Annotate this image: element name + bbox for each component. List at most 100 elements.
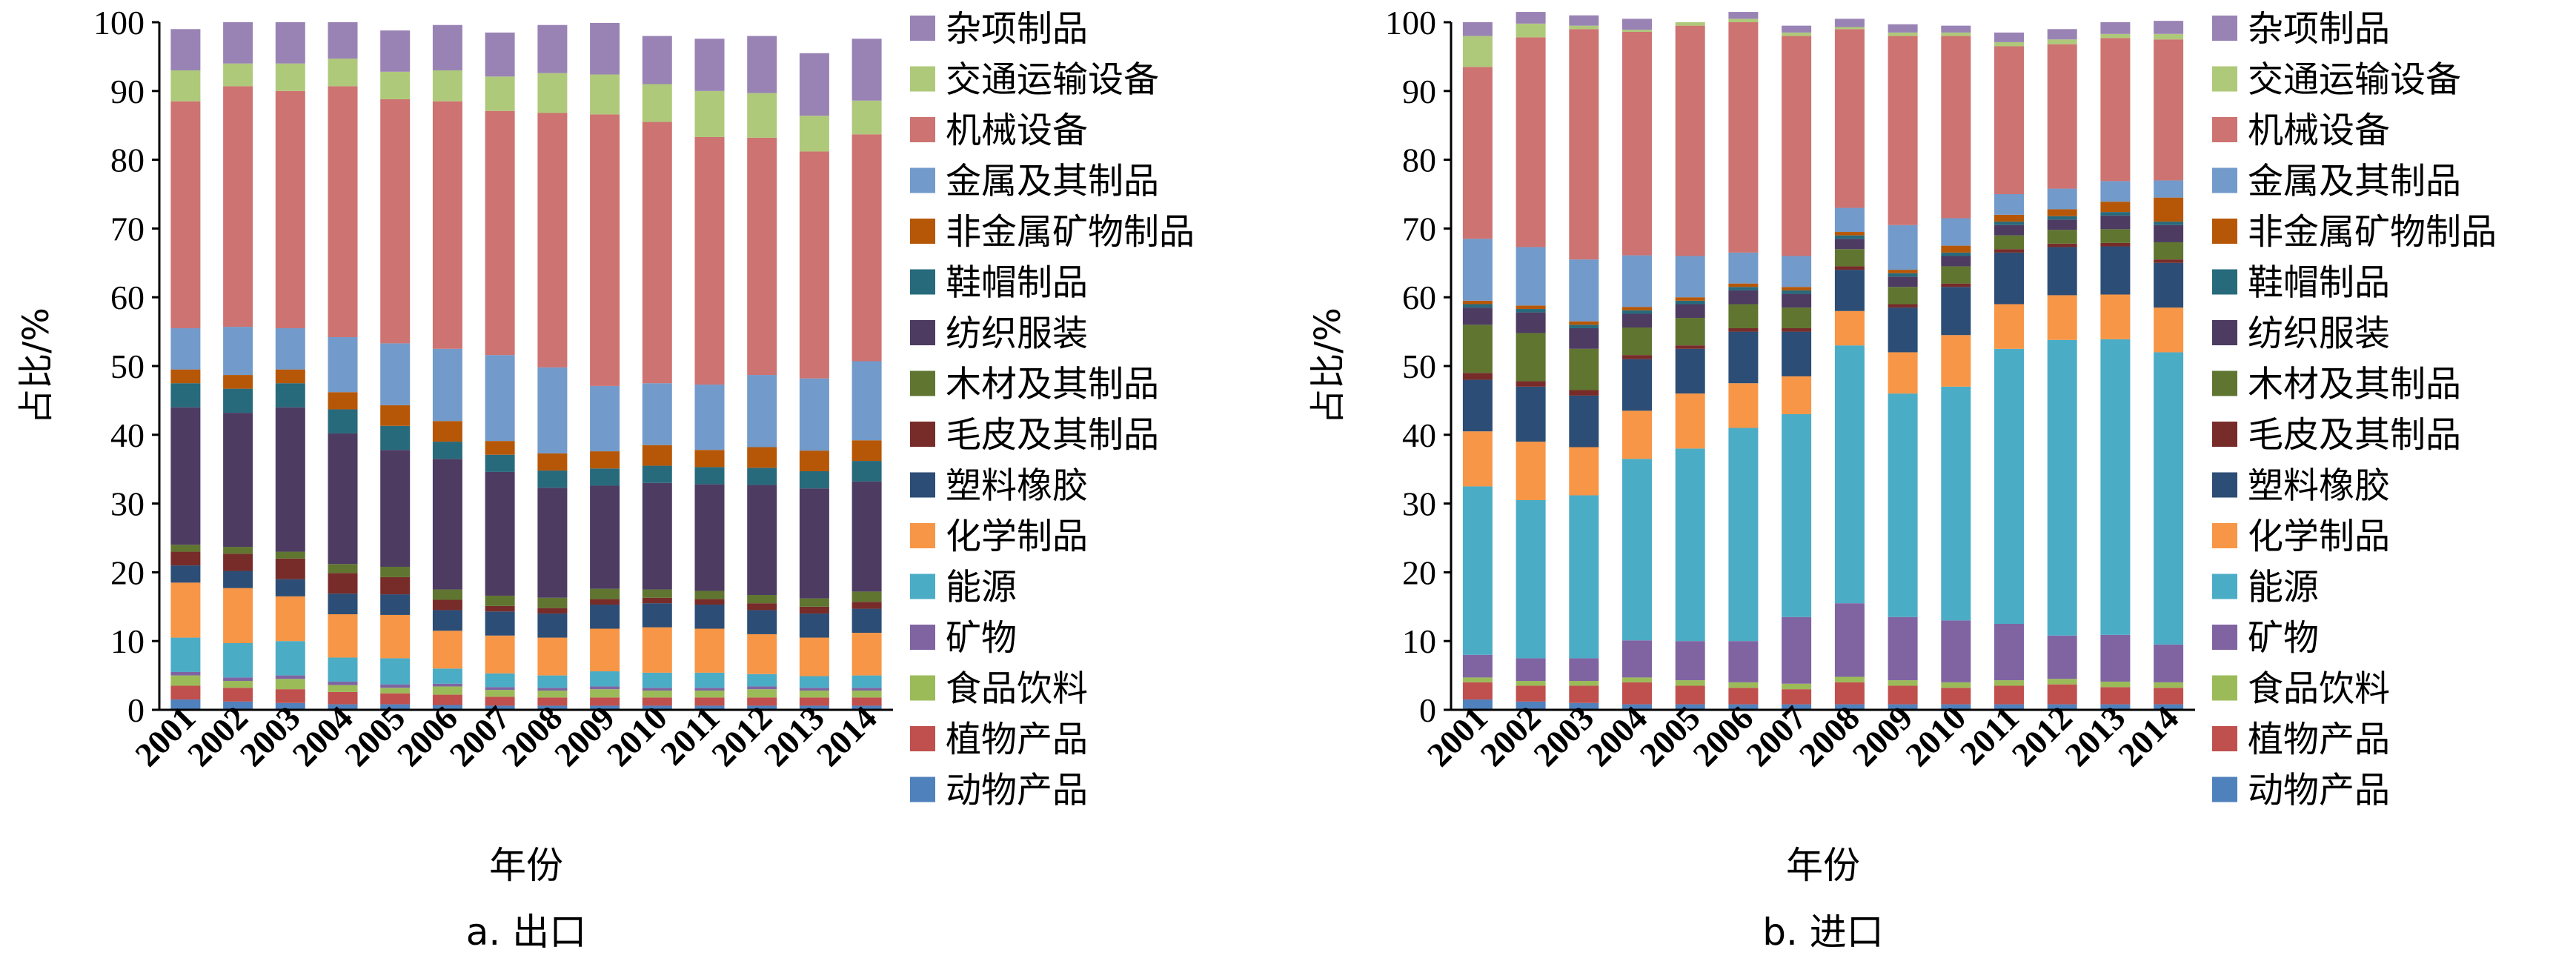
bar-segment	[2100, 339, 2131, 635]
chart-panel-1: 0102030405060708090100200120022003200420…	[16, 4, 1195, 954]
legend-swatch	[2212, 777, 2237, 802]
bar-segment	[328, 657, 358, 682]
bar-segment	[328, 564, 358, 573]
bar-segment	[799, 151, 829, 379]
bar-segment	[1516, 681, 1546, 686]
bar-segment	[1834, 19, 1865, 27]
legend-label: 纺织服装	[2248, 313, 2390, 354]
bar-segment	[170, 671, 201, 676]
bar-segment	[328, 86, 358, 338]
bar-segment	[2154, 197, 2184, 222]
bar-segment	[2154, 21, 2184, 34]
bar-segment	[1994, 348, 2024, 624]
bar-segment	[2154, 259, 2184, 263]
bar-segment	[223, 22, 253, 64]
legend-label: 机械设备	[2248, 110, 2390, 151]
bar-segment	[1728, 682, 1759, 688]
bar-segment	[1782, 293, 1812, 308]
bar-segment	[799, 697, 829, 706]
bar-segment	[1462, 654, 1493, 678]
bar-segment	[275, 675, 305, 679]
bar-segment	[485, 696, 515, 706]
bar-segment	[432, 421, 462, 442]
bar-segment	[590, 385, 620, 452]
legend-swatch	[2212, 219, 2237, 244]
bar-segment	[432, 705, 462, 710]
bar-segment	[694, 39, 725, 91]
bar-segment	[1569, 327, 1599, 349]
bar-segment	[1622, 327, 1652, 356]
bar-segment	[1728, 304, 1759, 328]
bar-segment	[1622, 677, 1652, 682]
bar-segment	[275, 63, 305, 91]
bar-segment	[642, 697, 672, 706]
bar-segment	[1994, 214, 2024, 222]
legend-label: 塑料橡胶	[946, 465, 1088, 507]
bar-segment	[380, 658, 411, 685]
legend-swatch	[910, 472, 935, 498]
bar-segment	[380, 343, 411, 405]
legend-swatch	[910, 726, 935, 751]
bar-segment	[694, 450, 725, 468]
bar-segment	[2100, 294, 2131, 339]
bar-segment	[642, 688, 672, 691]
bar-segment	[1516, 381, 1546, 387]
bar-segment	[2154, 225, 2184, 242]
bar-segment	[852, 591, 882, 602]
bar-segment	[852, 675, 882, 688]
bar-segment	[694, 705, 725, 710]
bar-segment	[537, 367, 568, 453]
bar-segment	[380, 425, 411, 450]
bar-segment	[1516, 37, 1546, 247]
bar-segment	[485, 687, 515, 691]
bar-segment	[1622, 30, 1652, 32]
bar-segment	[537, 597, 568, 608]
y-tick-label: 80	[1402, 142, 1436, 179]
bar-segment	[1834, 310, 1865, 346]
bar-segment	[328, 59, 358, 87]
bar-segment	[1516, 12, 1546, 24]
bar-segment	[275, 641, 305, 676]
y-tick-label: 40	[1402, 416, 1436, 454]
bar-segment	[2047, 243, 2077, 247]
bar-segment	[1675, 704, 1705, 710]
bar-segment	[694, 385, 725, 450]
bar-segment	[170, 70, 201, 102]
bar-segment	[1888, 225, 1918, 270]
bar-segment	[747, 447, 777, 468]
bar-segment	[1569, 325, 1599, 328]
bar-segment	[432, 610, 462, 631]
y-tick-label: 30	[1402, 485, 1436, 523]
bar-segment	[590, 451, 620, 469]
bar-segment	[1941, 287, 1971, 336]
bar-segment	[1994, 685, 2024, 705]
bar-segment	[380, 99, 411, 344]
bar-segment	[747, 674, 777, 687]
x-axis-label: 年份	[489, 844, 563, 887]
bar-segment	[1888, 685, 1918, 705]
y-tick-label: 70	[1402, 210, 1436, 247]
bar-segment	[2100, 212, 2131, 216]
legend-swatch	[910, 219, 935, 244]
bar-segment	[2154, 704, 2184, 710]
bar-segment	[223, 388, 253, 413]
bar-segment	[642, 672, 672, 688]
bar-segment	[1728, 19, 1759, 22]
bar-segment	[1941, 266, 1971, 284]
legend-label: 机械设备	[946, 110, 1088, 151]
bar-segment	[1888, 307, 1918, 353]
y-tick-label: 90	[110, 73, 145, 110]
bar-segment	[1782, 36, 1812, 256]
y-axis-label: 占比/%	[16, 307, 57, 425]
bar-segment	[799, 116, 829, 152]
bar-segment	[275, 558, 305, 579]
y-tick-label: 50	[110, 348, 145, 385]
bar-segment	[799, 488, 829, 599]
bar-segment	[2047, 635, 2077, 679]
bar-segment	[328, 691, 358, 705]
bar-segment	[380, 450, 411, 567]
bar-segment	[590, 628, 620, 672]
chart-caption: a. 出口	[466, 911, 586, 954]
bar-segment	[1782, 376, 1812, 414]
bar-segment	[1782, 331, 1812, 376]
